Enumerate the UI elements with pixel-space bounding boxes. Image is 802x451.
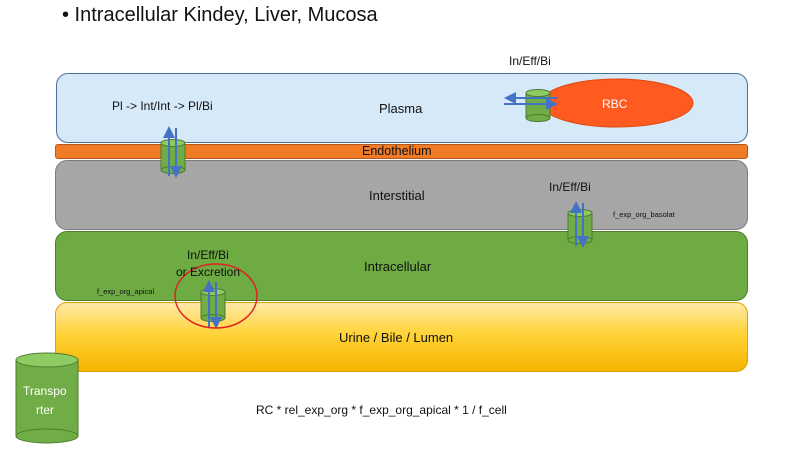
plasma-transport-label: Pl -> Int/Int -> Pl/Bi <box>112 99 213 113</box>
basolateral-transporter <box>567 201 593 248</box>
formula-text: RC * rel_exp_org * f_exp_org_apical * 1 … <box>256 403 507 417</box>
rbc-label: RBC <box>602 97 628 111</box>
apical-highlight-circle <box>174 263 258 329</box>
interstitial-label: Interstitial <box>369 188 425 203</box>
apical-transport-label-2: or Excretion <box>176 265 241 279</box>
slide-title: • Intracellular Kindey, Liver, Mucosa <box>62 4 378 26</box>
endothelium-label: Endothelium <box>362 144 432 158</box>
apical-transport-label-1: In/Eff/Bi <box>187 248 229 262</box>
endothelium-layer <box>55 144 748 159</box>
apical-param-label: f_exp_org_apical <box>97 287 155 296</box>
legend-transporter-cylinder <box>15 352 79 444</box>
legend-transporter-label-1: Transpo <box>23 384 67 398</box>
endothelium-transporter <box>160 126 186 178</box>
intracellular-layer <box>55 231 748 301</box>
legend-transporter-label-2: rter <box>36 403 54 417</box>
intracellular-label: Intracellular <box>364 259 432 274</box>
basolateral-param-label: f_exp_org_basolat <box>613 210 675 219</box>
rbc-transport-label: In/Eff/Bi <box>509 54 551 68</box>
urine-bile-lumen-layer <box>55 302 748 372</box>
basolateral-transport-label: In/Eff/Bi <box>549 180 591 194</box>
urine-bile-lumen-label: Urine / Bile / Lumen <box>339 330 454 345</box>
apical-transporter <box>200 280 226 329</box>
plasma-label: Plasma <box>379 101 423 116</box>
rbc-transporter <box>504 89 558 122</box>
